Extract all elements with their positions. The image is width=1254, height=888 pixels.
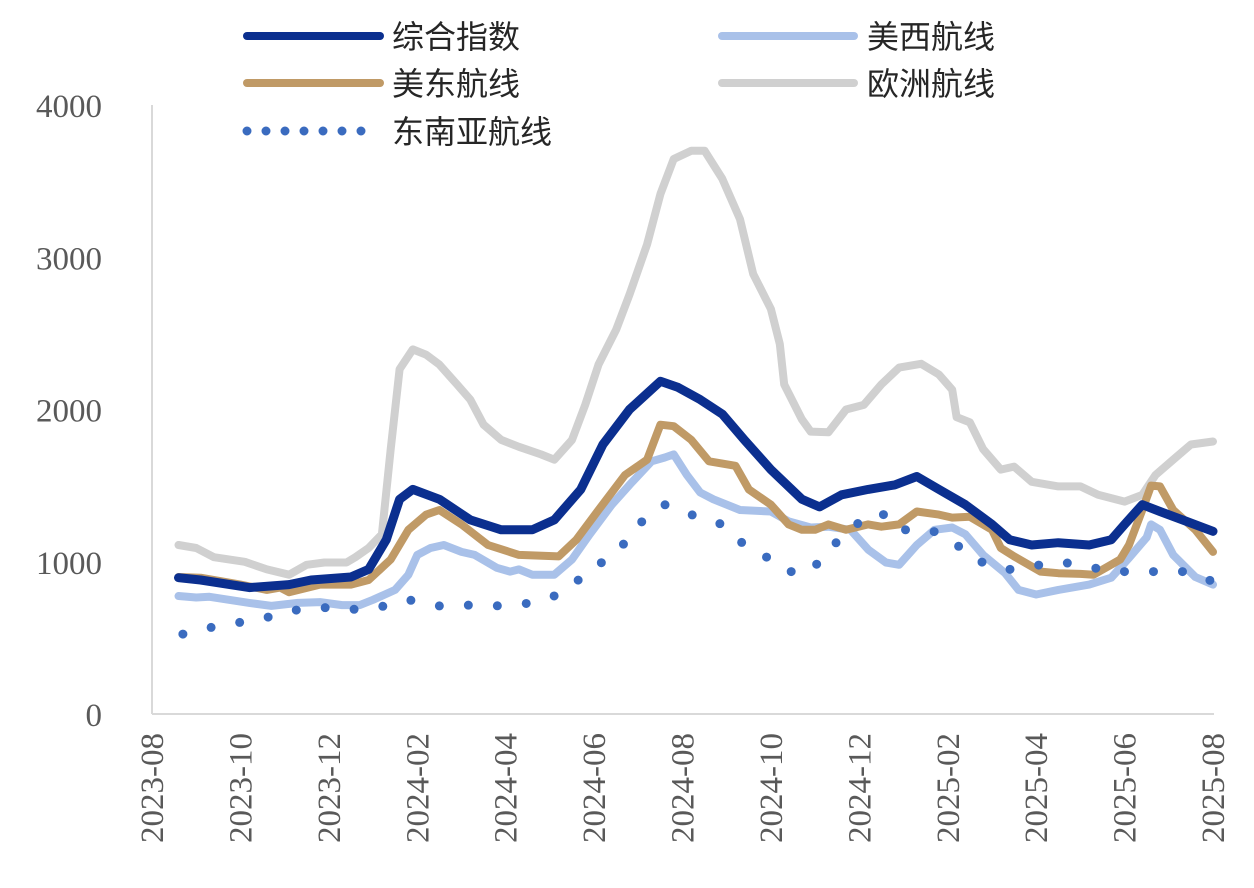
x-tick-label: 2023-10 [223, 733, 259, 843]
x-tick-label: 2025-08 [1196, 733, 1232, 843]
legend-label-us-west: 美西航线 [867, 18, 995, 56]
x-tick-label: 2023-12 [312, 733, 348, 843]
x-tick-label: 2024-12 [842, 733, 878, 843]
legend-label-europe: 欧洲航线 [867, 65, 995, 103]
x-tick-label: 2023-08 [135, 733, 171, 843]
legend: 综合指数 美西航线 美东航线 欧洲航线 东南亚航线 [242, 18, 995, 151]
legend-item-us-west: 美西航线 [718, 18, 995, 56]
y-tick-label: 2000 [36, 394, 102, 430]
x-tick-label: 2024-02 [400, 733, 436, 843]
y-axis-ticks: 0 1000 2000 3000 4000 [36, 89, 102, 734]
y-tick-label: 1000 [36, 546, 102, 582]
x-tick-label: 2024-06 [577, 733, 613, 843]
series-europe [174, 146, 1217, 579]
y-tick-label: 0 [86, 698, 103, 734]
series-layer [174, 146, 1218, 639]
x-tick-label: 2024-10 [754, 733, 790, 843]
legend-item-composite: 综合指数 [243, 18, 520, 56]
x-tick-label: 2025-02 [931, 733, 967, 843]
series-composite [174, 376, 1218, 593]
series-us-west [174, 450, 1217, 610]
legend-item-europe: 欧洲航线 [718, 65, 995, 103]
x-tick-label: 2025-04 [1019, 733, 1055, 843]
x-tick-label: 2024-08 [666, 733, 702, 843]
series-us-east [174, 420, 1217, 597]
legend-item-southeast-asia: 东南亚航线 [242, 113, 552, 151]
x-tick-label: 2024-04 [489, 733, 525, 843]
y-tick-label: 4000 [36, 89, 102, 125]
legend-label-composite: 综合指数 [392, 18, 520, 56]
legend-label-us-east: 美东航线 [392, 65, 520, 103]
x-tick-label: 2025-06 [1108, 733, 1144, 843]
legend-item-us-east: 美东航线 [243, 65, 520, 103]
x-axis-ticks: 2023-08 2023-10 2023-12 2024-02 2024-04 2024-… [135, 733, 1232, 843]
legend-label-southeast-asia: 东南亚航线 [392, 113, 552, 151]
y-tick-label: 3000 [36, 241, 102, 277]
